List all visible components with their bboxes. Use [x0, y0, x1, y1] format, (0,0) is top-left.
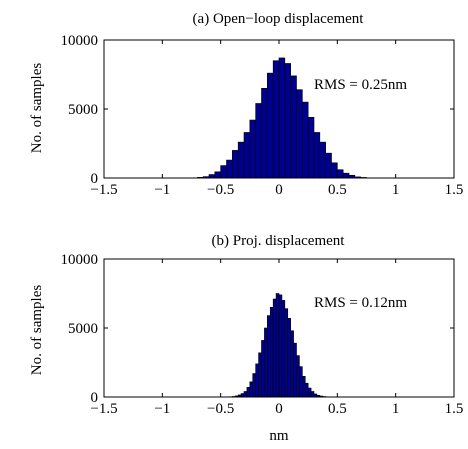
x-tick-label: 1 — [392, 182, 400, 198]
x-tick-label: 0 — [275, 182, 283, 198]
histogram-bar — [240, 393, 245, 398]
ticks-group: −1.5 −1 −0.5 0 0.5 1 1.5 0 5000 10000 — [61, 252, 464, 417]
x-tick-label: 1.5 — [445, 401, 464, 417]
y-tick-label: 10000 — [61, 252, 99, 268]
histogram-bar — [261, 88, 268, 179]
chart-title: (b) Proj. displacement — [212, 233, 346, 249]
histogram-bar — [249, 119, 256, 179]
histogram-bar — [307, 387, 312, 398]
x-tick-label: −0.5 — [207, 401, 234, 417]
x-tick-label: −0.5 — [207, 182, 234, 198]
x-tick-label: −1.5 — [90, 401, 117, 417]
histogram-bar — [293, 342, 297, 398]
histogram-bar — [255, 103, 262, 179]
y-tick-label: 10000 — [61, 33, 99, 49]
histogram-bar — [261, 340, 265, 398]
histogram-bar — [290, 75, 297, 179]
histogram-bar — [246, 387, 251, 398]
histogram-bar — [255, 363, 259, 398]
histogram-bar — [331, 162, 338, 179]
histogram-bar — [307, 116, 315, 179]
y-tick-label: 0 — [91, 171, 99, 187]
histogram-bar — [208, 174, 216, 179]
histogram-bar — [237, 141, 245, 179]
x-tick-label: 0.5 — [328, 182, 347, 198]
histogram-bar — [258, 352, 262, 398]
y-axis-label: No. of samples — [29, 285, 45, 376]
x-axis-label: nm — [269, 428, 289, 444]
x-tick-label: −1 — [154, 401, 170, 417]
histogram-bar — [267, 72, 274, 179]
histogram-bar — [281, 300, 286, 398]
histogram-bar — [243, 391, 248, 398]
histogram-bar — [249, 381, 254, 398]
histogram-bar — [296, 355, 300, 398]
x-tick-label: −1 — [154, 182, 170, 198]
rms-annotation: RMS = 0.12nm — [314, 295, 407, 311]
y-tick-label: 5000 — [68, 102, 98, 118]
histogram-bar — [278, 294, 283, 398]
histogram-bar — [310, 391, 315, 398]
histogram-bar — [214, 171, 221, 179]
histogram-bar — [272, 298, 277, 398]
rms-annotation: RMS = 0.25nm — [314, 77, 407, 93]
histogram-bar — [304, 382, 309, 398]
histogram-bar — [325, 152, 332, 179]
histogram-bar — [272, 60, 280, 179]
histogram-bar — [342, 172, 350, 179]
histogram-bar — [278, 57, 286, 179]
bars-group — [197, 57, 367, 179]
histogram-bar — [319, 141, 326, 179]
histogram-bar — [302, 101, 309, 179]
chart-panel-projected: (b) Proj. displacement No. of samples −1… — [29, 233, 463, 444]
y-axis-label: No. of samples — [29, 63, 45, 154]
histogram-bar — [284, 308, 289, 398]
chart-title: (a) Open−loop displacement — [193, 11, 365, 27]
histogram-bar — [252, 373, 256, 398]
histogram-bar — [284, 63, 291, 179]
x-tick-label: −1.5 — [90, 182, 117, 198]
histogram-bar — [302, 375, 306, 398]
chart-panel-open-loop: (a) Open−loop displacement No. of sample… — [29, 11, 463, 198]
histogram-bar — [226, 159, 233, 179]
histogram-bar — [337, 169, 344, 179]
x-tick-label: 1 — [392, 401, 400, 417]
x-tick-label: 0 — [275, 401, 283, 417]
histogram-bar — [269, 306, 274, 398]
y-tick-label: 0 — [91, 390, 99, 406]
histogram-bar — [243, 132, 251, 179]
ticks-group: −1.5 −1 −0.5 0 0.5 1 1.5 0 5000 10000 — [61, 33, 464, 198]
bars-group — [229, 293, 329, 398]
histogram-bar — [275, 293, 280, 398]
x-tick-label: 0.5 — [328, 401, 347, 417]
histogram-bar — [287, 318, 291, 398]
histogram-bar — [267, 315, 271, 398]
histogram-bar — [232, 150, 239, 179]
histogram-bar — [264, 327, 268, 398]
histogram-bar — [220, 165, 227, 179]
x-tick-label: 1.5 — [445, 182, 464, 198]
histogram-bar — [296, 89, 303, 179]
histogram-bar — [313, 132, 321, 179]
y-tick-label: 5000 — [68, 321, 98, 337]
histogram-bar — [299, 366, 303, 398]
histogram-bar — [290, 330, 294, 398]
